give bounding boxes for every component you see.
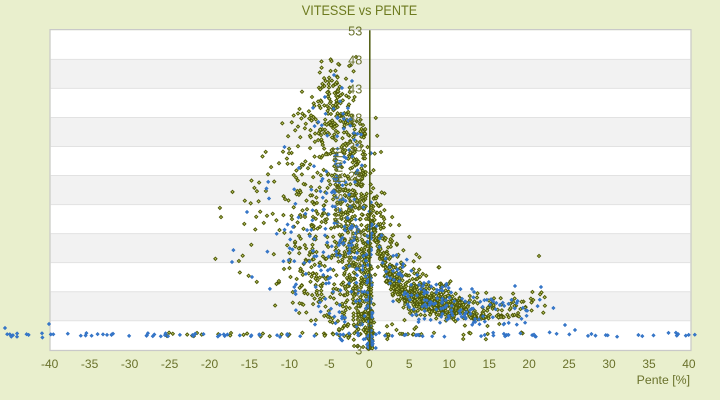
svg-text:20: 20 — [522, 357, 536, 371]
svg-text:0: 0 — [366, 357, 373, 371]
svg-text:28: 28 — [348, 170, 362, 184]
svg-text:3: 3 — [355, 344, 362, 358]
svg-text:-30: -30 — [121, 357, 139, 371]
svg-text:33: 33 — [348, 141, 362, 155]
svg-text:Pente [%]: Pente [%] — [637, 373, 690, 387]
svg-text:23: 23 — [348, 199, 362, 213]
svg-text:43: 43 — [348, 82, 362, 96]
svg-text:-15: -15 — [241, 357, 259, 371]
svg-text:30: 30 — [602, 357, 616, 371]
svg-text:-20: -20 — [201, 357, 219, 371]
svg-text:15: 15 — [483, 357, 497, 371]
svg-text:-10: -10 — [281, 357, 299, 371]
svg-text:38: 38 — [348, 111, 362, 125]
svg-text:3: 3 — [355, 315, 362, 329]
svg-text:-25: -25 — [161, 357, 179, 371]
svg-text:Vitesse [km/h]: Vitesse [km/h] — [331, 147, 346, 228]
svg-text:53: 53 — [348, 24, 362, 38]
svg-text:13: 13 — [348, 257, 362, 271]
svg-text:VITESSE vs PENTE: VITESSE vs PENTE — [302, 3, 417, 19]
svg-text:18: 18 — [348, 228, 362, 242]
svg-text:-35: -35 — [81, 357, 99, 371]
svg-text:40: 40 — [682, 357, 696, 371]
svg-text:-5: -5 — [324, 357, 335, 371]
svg-text:8: 8 — [355, 286, 362, 300]
svg-text:25: 25 — [562, 357, 576, 371]
svg-text:48: 48 — [348, 53, 362, 67]
svg-text:10: 10 — [443, 357, 457, 371]
svg-text:5: 5 — [406, 357, 413, 371]
svg-text:-40: -40 — [41, 357, 59, 371]
svg-text:35: 35 — [642, 357, 656, 371]
